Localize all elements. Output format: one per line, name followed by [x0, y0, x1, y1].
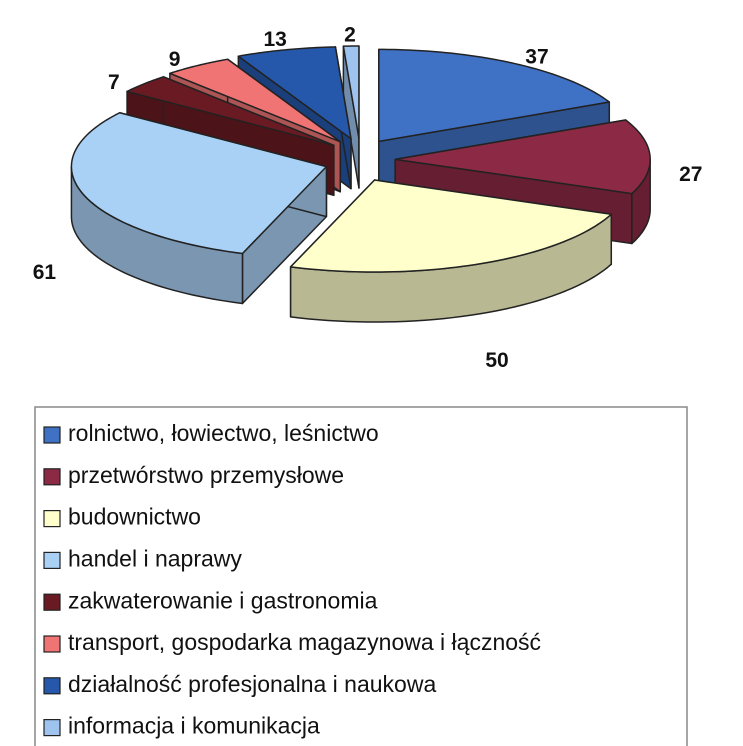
- legend-swatch: [43, 510, 61, 528]
- legend-swatch: [43, 468, 61, 486]
- legend-label: rolnictwo, łowiectwo, leśnictwo: [68, 420, 379, 446]
- data-label: 13: [263, 28, 286, 51]
- pie: 37 27 50 61 7 9 13 2: [33, 23, 703, 371]
- legend: rolnictwo, łowiectwo, leśnictwo przetwórs…: [43, 420, 541, 739]
- data-label: 50: [485, 349, 508, 372]
- slice-top: [378, 48, 611, 143]
- legend-swatch: [43, 635, 61, 653]
- legend-swatch: [43, 426, 61, 444]
- data-label: 9: [169, 48, 181, 71]
- data-label: 7: [108, 71, 120, 94]
- slice-top: [289, 179, 613, 273]
- legend-swatch: [43, 551, 61, 570]
- legend-label: budownictwo: [68, 504, 201, 530]
- slice-top: [169, 58, 342, 143]
- slice-top: [126, 76, 335, 147]
- legend-label: przetwórstwo przemysłowe: [68, 462, 344, 488]
- data-label: 61: [33, 261, 57, 284]
- legend-label: handel i naprawy: [68, 545, 242, 571]
- legend-swatch: [43, 718, 61, 737]
- slice-top: [342, 45, 360, 139]
- legend-swatch: [43, 677, 61, 695]
- slice-top: [394, 119, 651, 195]
- slice-top: [70, 112, 328, 255]
- legend-box: [34, 406, 688, 746]
- legend-label: zakwaterowanie i gastronomia: [68, 587, 378, 613]
- data-label: 27: [679, 163, 702, 186]
- slice-top: [237, 46, 352, 140]
- slice: [289, 179, 613, 323]
- data-label: 2: [344, 23, 356, 46]
- slice: [342, 45, 360, 189]
- legend-label: informacja i komunikacja: [68, 713, 320, 739]
- data-label: 37: [525, 46, 548, 69]
- slice: [70, 112, 328, 305]
- legend-swatch: [43, 593, 61, 611]
- legend-label: działalność profesjonalna i naukowa: [68, 671, 436, 697]
- legend-label: transport, gospodarka magazynowa i łączn…: [68, 629, 541, 655]
